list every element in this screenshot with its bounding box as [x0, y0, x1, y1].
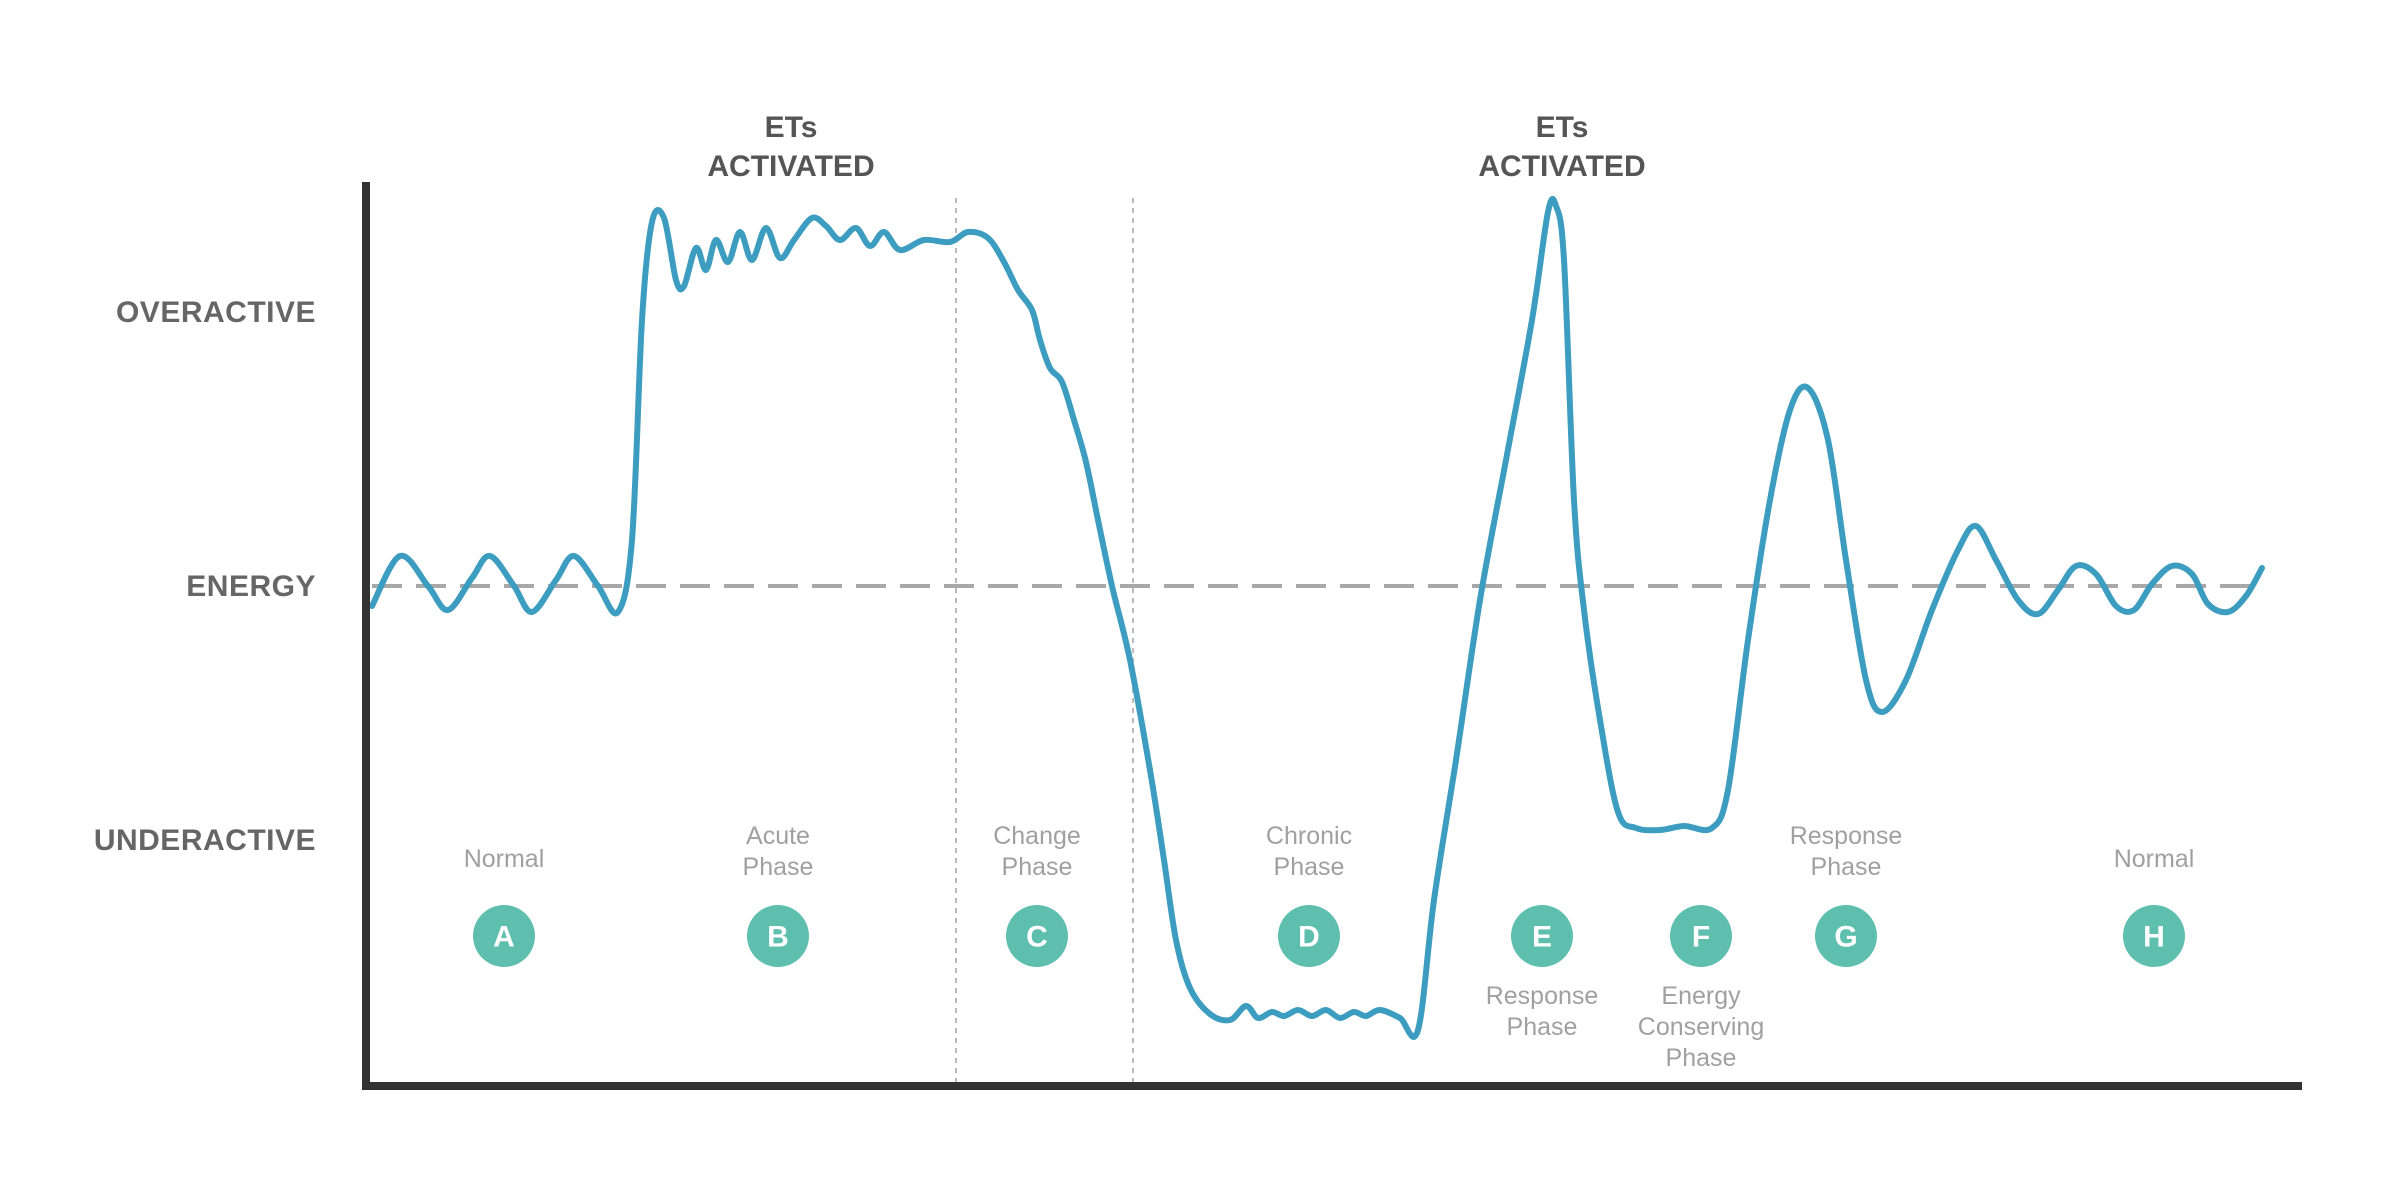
phase-label-g-line-2: Phase	[1811, 853, 1882, 881]
phase-label-c-line-2: Phase	[1002, 853, 1073, 881]
phase-marker-c	[1006, 905, 1068, 967]
phase-label-h-line-1: Normal	[2114, 845, 2195, 873]
et-activated-label-1-line1: ETs	[765, 111, 818, 144]
phase-marker-f	[1670, 905, 1732, 967]
phase-marker-letter-d: D	[1298, 921, 1320, 954]
phase-marker-b	[747, 905, 809, 967]
phase-marker-letter-b: B	[767, 921, 789, 954]
phase-marker-letter-f: F	[1692, 921, 1710, 954]
phase-label-f-line-1: Energy	[1661, 982, 1741, 1010]
phase-label-b-line-1: Acute	[746, 822, 810, 850]
phase-label-g-line-1: Response	[1790, 822, 1903, 850]
phase-marker-d	[1278, 905, 1340, 967]
et-activated-label-2-line1: ETs	[1536, 111, 1589, 144]
phase-marker-letter-c: C	[1026, 921, 1048, 954]
phase-marker-letter-a: A	[493, 921, 515, 954]
phase-marker-e	[1511, 905, 1573, 967]
et-activated-label-2-line2: ACTIVATED	[1478, 150, 1645, 183]
phase-marker-letter-e: E	[1532, 921, 1552, 954]
phase-label-c-line-1: Change	[993, 822, 1081, 850]
phase-markers: A Normal B Acute Phase C Change Phase D Chronic Ph…	[464, 822, 2195, 1072]
phase-label-d-line-1: Chronic	[1266, 822, 1352, 850]
phase-label-d-line-2: Phase	[1274, 853, 1345, 881]
phase-marker-letter-g: G	[1834, 921, 1857, 954]
y-label-underactive: UNDERACTIVE	[94, 824, 316, 857]
phase-marker-a	[473, 905, 535, 967]
phase-marker-letter-h: H	[2143, 921, 2165, 954]
et-activated-label-1-line2: ACTIVATED	[707, 150, 874, 183]
phase-marker-g	[1815, 905, 1877, 967]
phase-label-b-line-2: Phase	[743, 853, 814, 881]
phase-label-e-line-2: Phase	[1507, 1013, 1578, 1041]
y-label-overactive: OVERACTIVE	[116, 296, 316, 329]
energy-curve	[369, 195, 2265, 1040]
phase-label-f-line-3: Phase	[1666, 1044, 1737, 1072]
phase-label-e-line-1: Response	[1486, 982, 1599, 1010]
phase-label-f-line-2: Conserving	[1638, 1013, 1764, 1041]
phase-label-a-line-1: Normal	[464, 845, 545, 873]
phase-marker-h	[2123, 905, 2185, 967]
y-label-energy: ENERGY	[186, 570, 316, 603]
